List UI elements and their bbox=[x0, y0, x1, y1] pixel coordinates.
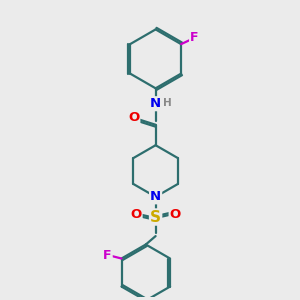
Text: N: N bbox=[150, 97, 161, 110]
Text: F: F bbox=[103, 249, 112, 262]
Text: H: H bbox=[163, 98, 172, 108]
Text: O: O bbox=[130, 208, 142, 221]
Text: O: O bbox=[169, 208, 181, 221]
Text: F: F bbox=[190, 31, 199, 44]
Text: N: N bbox=[150, 190, 161, 203]
Text: S: S bbox=[150, 209, 161, 224]
Text: O: O bbox=[128, 111, 140, 124]
